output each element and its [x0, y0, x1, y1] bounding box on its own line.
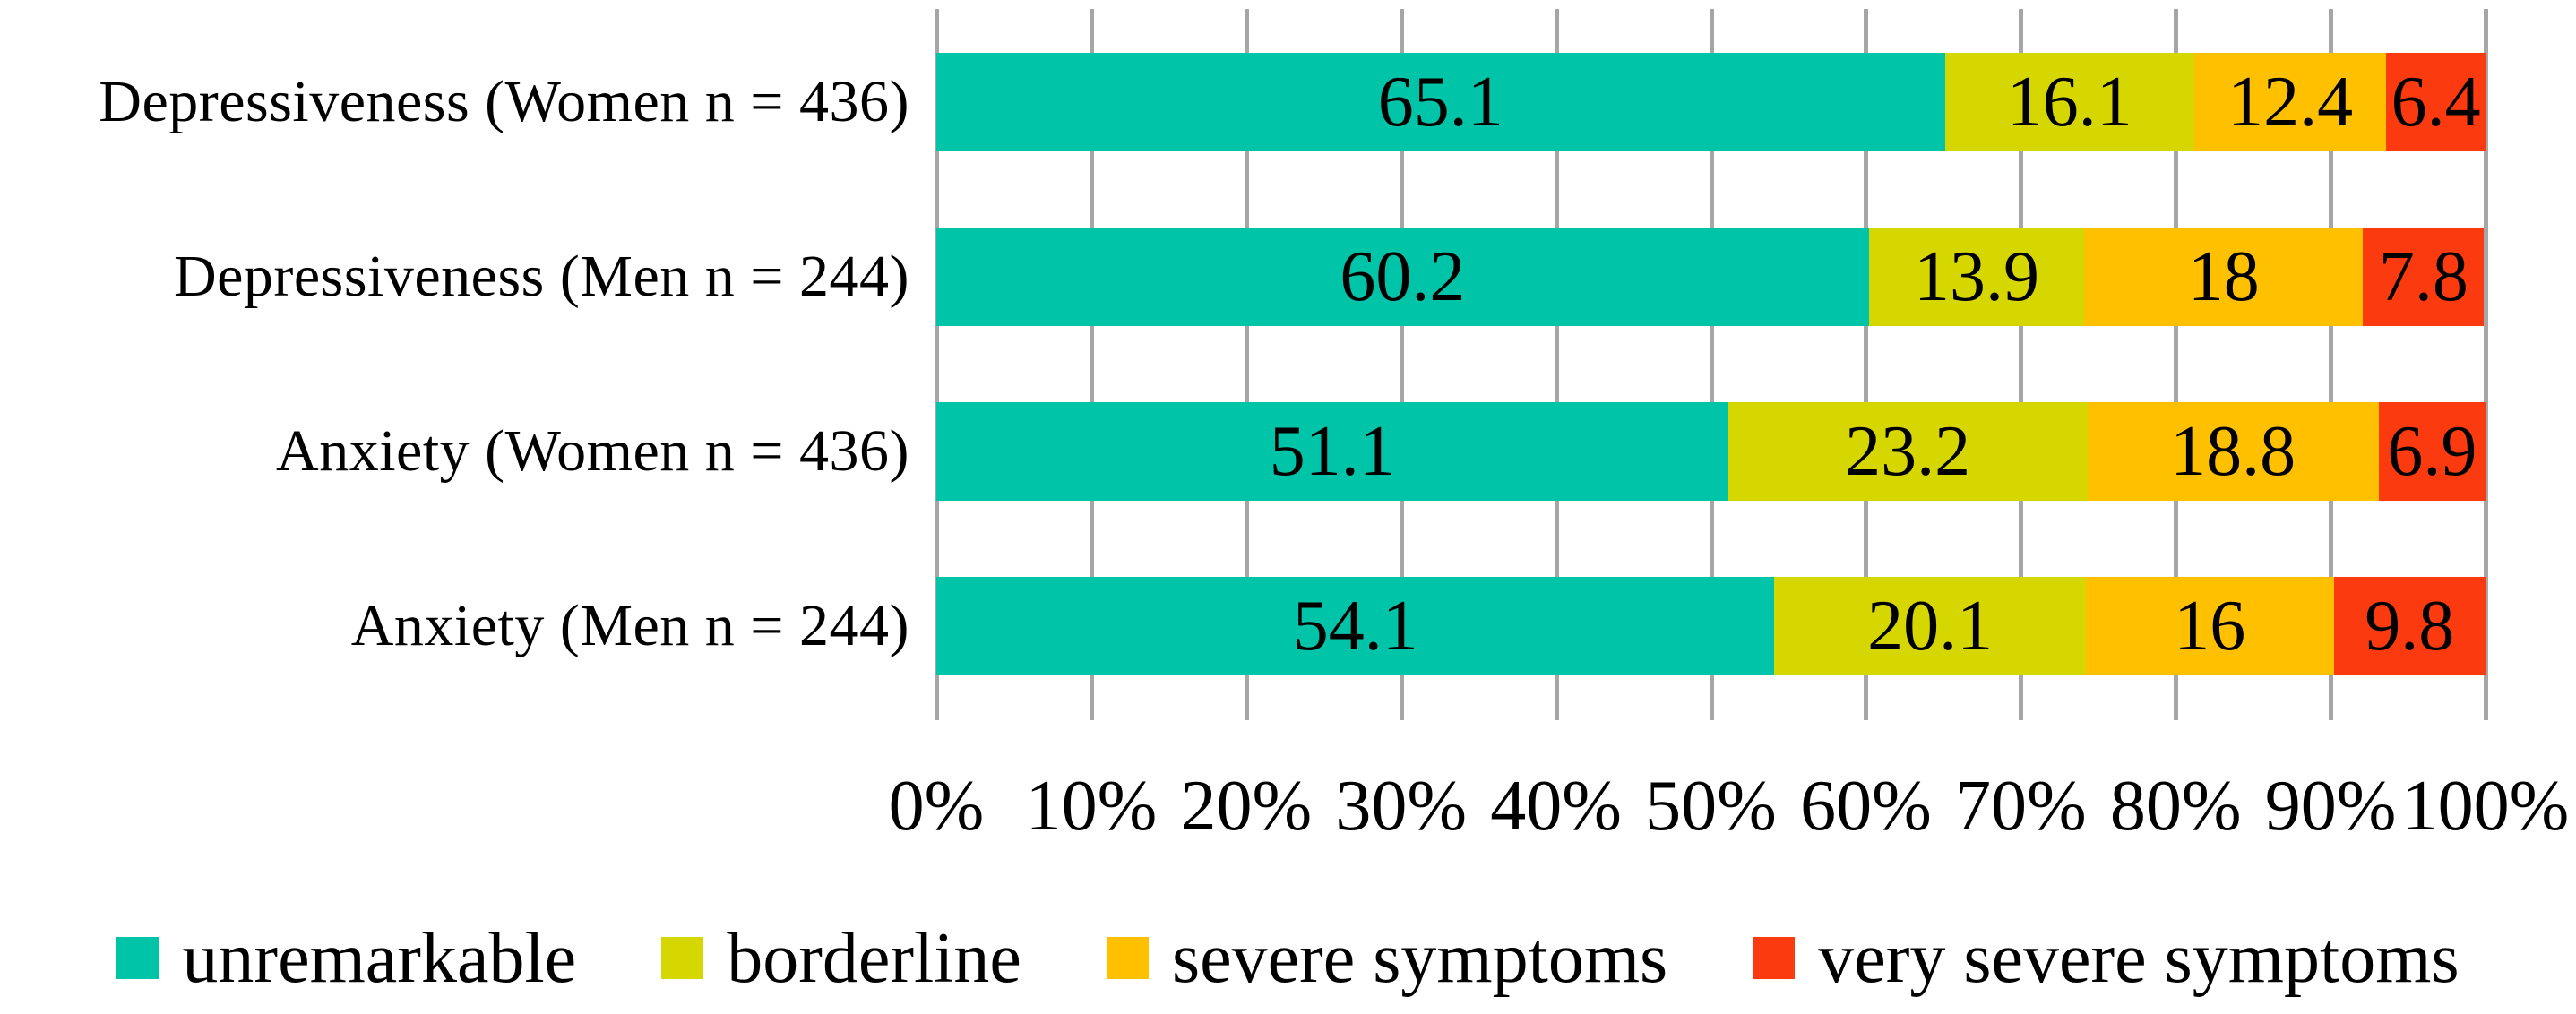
- gridlines-layer: [935, 9, 2488, 720]
- bar-row: 65.1 16.1 12.4 6.4: [936, 53, 2486, 151]
- segment-value-label: 16.1: [2006, 63, 2132, 142]
- bar-segment-very-severe-symptoms: 7.8: [2363, 228, 2485, 326]
- bar-segment-unremarkable: 51.1: [936, 402, 1728, 501]
- x-tick-label: 30%: [1335, 767, 1468, 846]
- x-tick-label: 80%: [2109, 767, 2242, 846]
- x-tick-label: 100%: [2401, 767, 2570, 846]
- legend-label: unremarkable: [182, 918, 577, 998]
- segment-value-label: 60.2: [1340, 237, 1466, 316]
- gridline: [1244, 9, 1249, 720]
- legend-item-borderline: borderline: [661, 923, 1021, 994]
- segment-value-label: 12.4: [2227, 63, 2354, 142]
- x-tick-label: 60%: [1800, 767, 1932, 846]
- bar-segment-very-severe-symptoms: 9.8: [2333, 577, 2486, 675]
- segment-value-label: 65.1: [1377, 63, 1503, 142]
- gridline: [1089, 9, 1094, 720]
- bar-segment-very-severe-symptoms: 6.4: [2386, 53, 2486, 151]
- gridline: [1864, 9, 1869, 720]
- bar-segment-severe-symptoms: 12.4: [2193, 53, 2387, 151]
- bar-segment-unremarkable: 54.1: [936, 577, 1775, 675]
- category-label: Anxiety (Men n = 244): [350, 593, 909, 658]
- segment-value-label: 13.9: [1914, 237, 2039, 316]
- legend-swatch-icon: [1106, 937, 1149, 979]
- bar-segment-borderline: 20.1: [1774, 577, 2086, 675]
- bars-layer: 65.1 16.1 12.4 6.4 60.2 13.9 18 7.8 51.1 23.2 18.8…: [936, 9, 2486, 720]
- legend-item-unremarkable: unremarkable: [116, 923, 576, 994]
- gridline: [2329, 9, 2334, 720]
- gridline: [2019, 9, 2024, 720]
- gridline: [1399, 9, 1404, 720]
- legend-label: borderline: [727, 918, 1021, 998]
- bar-segment-borderline: 13.9: [1868, 228, 2085, 326]
- legend-label: severe symptoms: [1171, 918, 1668, 998]
- gridline: [935, 9, 939, 720]
- x-tick-label: 90%: [2264, 767, 2397, 846]
- percent-axis: 0% 10% 20% 30% 40% 50% 60% 70% 80% 90% 100%: [889, 764, 2570, 849]
- x-tick-label: 40%: [1490, 767, 1622, 846]
- category-label: Depressiveness (Women n = 436): [99, 69, 909, 134]
- bar-segment-unremarkable: 60.2: [936, 228, 1869, 326]
- segment-value-label: 6.9: [2387, 412, 2477, 491]
- legend: unremarkable borderline severe symptoms ver…: [0, 915, 2576, 1001]
- legend-label: very severe symptoms: [1818, 918, 2460, 998]
- segment-value-label: 54.1: [1292, 587, 1418, 666]
- plot-area: 65.1 16.1 12.4 6.4 60.2 13.9 18 7.8 51.1 23.2 18.8…: [935, 9, 2488, 720]
- x-tick-label: 10%: [1025, 767, 1158, 846]
- legend-item-severe-symptoms: severe symptoms: [1106, 918, 1668, 998]
- legend-swatch-icon: [116, 937, 159, 979]
- segment-value-label: 16: [2174, 587, 2246, 666]
- bar-segment-severe-symptoms: 18.8: [2087, 402, 2379, 501]
- legend-swatch-icon: [1753, 937, 1796, 979]
- x-tick-label: 50%: [1645, 767, 1777, 846]
- gridline: [2484, 9, 2488, 720]
- category-axis: Depressiveness (Women n = 436) Depressive…: [0, 9, 909, 720]
- x-tick-label: 0%: [888, 767, 985, 846]
- bar-row: 60.2 13.9 18 7.8: [936, 228, 2486, 326]
- category-label: Anxiety (Women n = 436): [276, 418, 909, 484]
- segment-value-label: 18.8: [2170, 412, 2296, 491]
- gridline: [1554, 9, 1559, 720]
- segment-value-label: 7.8: [2378, 237, 2468, 316]
- category-label: Depressiveness (Men n = 244): [173, 244, 909, 309]
- segment-value-label: 51.1: [1269, 412, 1395, 491]
- segment-value-label: 18: [2187, 237, 2260, 316]
- segment-value-label: 20.1: [1867, 587, 1994, 666]
- gridline: [2174, 9, 2179, 720]
- bar-segment-severe-symptoms: 16: [2085, 577, 2334, 675]
- segment-value-label: 9.8: [2365, 587, 2455, 666]
- bar-segment-very-severe-symptoms: 6.9: [2378, 402, 2486, 501]
- x-tick-label: 70%: [1954, 767, 2087, 846]
- bar-segment-unremarkable: 65.1: [936, 53, 1945, 151]
- gridline: [1709, 9, 1714, 720]
- segment-value-label: 23.2: [1845, 412, 1971, 491]
- bar-segment-borderline: 16.1: [1944, 53, 2194, 151]
- bar-row: 51.1 23.2 18.8 6.9: [936, 402, 2486, 501]
- x-tick-label: 20%: [1180, 767, 1313, 846]
- bar-segment-borderline: 23.2: [1727, 402, 2088, 501]
- legend-item-very-severe-symptoms: very severe symptoms: [1753, 918, 2460, 998]
- bar-row: 54.1 20.1 16 9.8: [936, 577, 2486, 675]
- bar-segment-severe-symptoms: 18: [2084, 228, 2364, 326]
- legend-swatch-icon: [661, 937, 704, 979]
- segment-value-label: 6.4: [2391, 63, 2481, 142]
